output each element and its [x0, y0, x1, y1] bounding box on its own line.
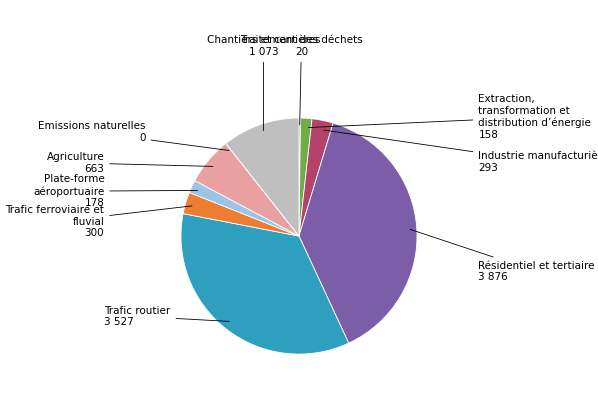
Text: Extraction,
transformation et
distribution d’énergie
158: Extraction, transformation et distributi… [309, 94, 591, 140]
Wedge shape [226, 143, 299, 236]
Text: Résidentiel et tertiaire
3 876: Résidentiel et tertiaire 3 876 [410, 229, 595, 282]
Wedge shape [183, 192, 299, 236]
Text: Trafic ferroviaire et
fluvial
300: Trafic ferroviaire et fluvial 300 [5, 205, 192, 238]
Wedge shape [190, 181, 299, 236]
Text: Plate-forme
aéroportuaire
178: Plate-forme aéroportuaire 178 [33, 174, 198, 208]
Text: Trafic routier
3 527: Trafic routier 3 527 [104, 305, 229, 327]
Wedge shape [299, 123, 417, 343]
Wedge shape [299, 119, 333, 236]
Text: Industrie manufacturière
293: Industrie manufacturière 293 [324, 130, 598, 173]
Wedge shape [226, 118, 299, 236]
Text: Traitement des déchets
20: Traitement des déchets 20 [240, 35, 362, 125]
Text: Agriculture
663: Agriculture 663 [47, 152, 213, 174]
Wedge shape [299, 118, 300, 236]
Text: Emissions naturelles
0: Emissions naturelles 0 [38, 122, 229, 150]
Wedge shape [181, 214, 349, 354]
Wedge shape [195, 143, 299, 236]
Text: Chantiers et carrières
1 073: Chantiers et carrières 1 073 [207, 35, 321, 131]
Wedge shape [299, 118, 312, 236]
